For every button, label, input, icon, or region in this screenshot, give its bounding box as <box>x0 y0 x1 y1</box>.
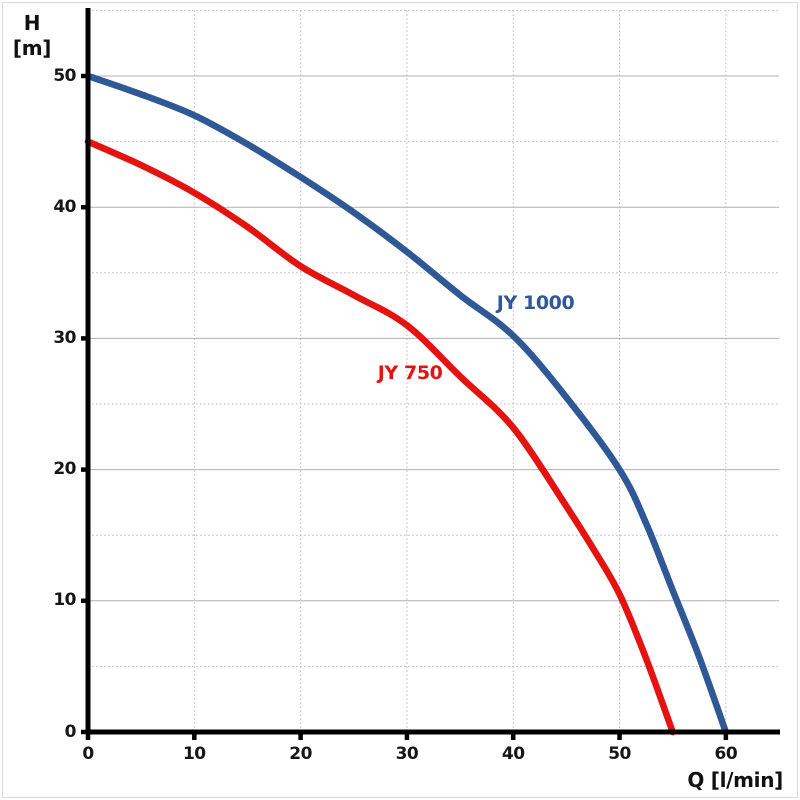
y-tick-label: 10 <box>53 590 76 611</box>
y-axis-title: H [m] <box>6 11 58 61</box>
y-tick-label: 40 <box>53 196 76 217</box>
y-tick-label: 50 <box>53 65 76 86</box>
curve-label-jy-1000: JY 1000 <box>496 291 575 314</box>
y-tick-label: 20 <box>53 459 76 480</box>
y-tick-label: 30 <box>53 327 76 348</box>
curve-jy-750 <box>84 138 676 736</box>
y-axis-symbol: H <box>23 11 41 35</box>
x-tick-label: 20 <box>289 744 312 764</box>
x-tick-label: 50 <box>608 744 631 764</box>
x-tick-label: 10 <box>182 744 206 764</box>
y-axis-unit: [m] <box>12 36 52 60</box>
curve-jy-1000 <box>84 72 730 736</box>
x-tick-label: 60 <box>714 744 738 764</box>
y-tick-label: 0 <box>64 721 77 742</box>
curve-label-jy-750: JY 750 <box>377 361 443 384</box>
x-tick-label: 40 <box>501 744 525 764</box>
x-tick-label: 30 <box>395 744 419 764</box>
x-axis-title: Q [l/min] <box>687 768 783 792</box>
x-tick-label: 0 <box>82 744 94 764</box>
